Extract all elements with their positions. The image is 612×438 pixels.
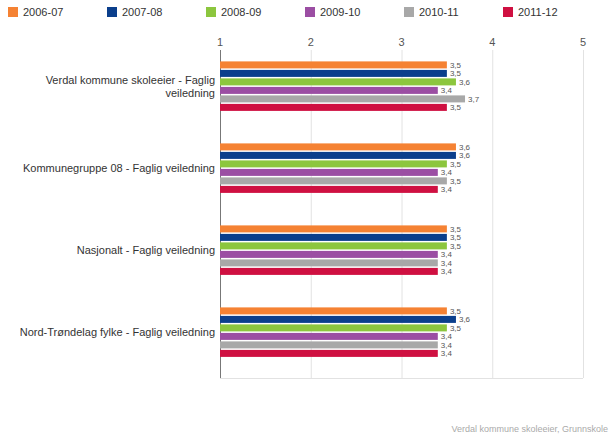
legend-label: 2007-08 bbox=[122, 6, 162, 18]
bar bbox=[220, 234, 447, 241]
bar bbox=[220, 186, 438, 193]
bar bbox=[220, 61, 447, 68]
tick-label: 3 bbox=[398, 36, 404, 48]
bars bbox=[220, 61, 465, 357]
grid-line bbox=[583, 50, 584, 378]
grid-line bbox=[492, 50, 493, 378]
bar bbox=[220, 70, 447, 77]
bar bbox=[220, 350, 438, 357]
category-label: Kommunegruppe 08 - Faglig veiledning bbox=[15, 162, 215, 175]
tick-label: 5 bbox=[580, 36, 586, 48]
legend-item: 2009-10 bbox=[305, 6, 360, 18]
annotation: Verdal kommune skoleeier, Grunnskole bbox=[451, 424, 608, 434]
legend-swatch bbox=[404, 7, 414, 17]
legend-swatch bbox=[206, 7, 216, 17]
bar bbox=[220, 104, 447, 111]
legend-label: 2011-12 bbox=[518, 6, 558, 18]
bar bbox=[220, 169, 438, 176]
data-label: 3,6 bbox=[459, 78, 471, 87]
tick-label: 2 bbox=[308, 36, 314, 48]
chart-svg: 2006-07 2007-08 2008-09 2009-10 2010-11 2011-… bbox=[0, 0, 612, 438]
legend-label: 2008-09 bbox=[221, 6, 261, 18]
data-label: 3,5 bbox=[450, 103, 462, 112]
bar bbox=[220, 225, 447, 232]
bar bbox=[220, 268, 438, 275]
bar bbox=[220, 251, 438, 258]
bar bbox=[220, 160, 447, 167]
bar bbox=[220, 87, 438, 94]
legend-item: 2007-08 bbox=[107, 6, 162, 18]
data-label: 3,4 bbox=[441, 86, 453, 95]
legend-label: 2006-07 bbox=[23, 6, 63, 18]
data-label: 3,4 bbox=[441, 185, 453, 194]
legend-swatch bbox=[107, 7, 117, 17]
bar bbox=[220, 307, 447, 314]
chart-root: 2006-07 2007-08 2008-09 2009-10 2010-11 2011-… bbox=[0, 0, 612, 438]
bar bbox=[220, 242, 447, 249]
legend-item: 2010-11 bbox=[404, 6, 459, 18]
legend-label: 2009-10 bbox=[320, 6, 360, 18]
data-label: 3,4 bbox=[441, 267, 453, 276]
bar bbox=[220, 333, 438, 340]
category-label: Nord-Trøndelag fylke - Faglig veiledning bbox=[15, 326, 215, 339]
legend-swatch bbox=[305, 7, 315, 17]
legend-label: 2010-11 bbox=[419, 6, 459, 18]
bar bbox=[220, 324, 447, 331]
bar bbox=[220, 143, 456, 150]
bar bbox=[220, 177, 447, 184]
bar bbox=[220, 95, 465, 102]
bar bbox=[220, 341, 438, 348]
tick-label: 1 bbox=[217, 36, 223, 48]
legend-item: 2008-09 bbox=[206, 6, 261, 18]
legend-swatch bbox=[503, 7, 513, 17]
legend-item: 2011-12 bbox=[503, 6, 558, 18]
tick-label: 4 bbox=[489, 36, 495, 48]
data-label: 3,4 bbox=[441, 349, 453, 358]
legend-swatch bbox=[8, 7, 18, 17]
category-label: Nasjonalt - Faglig veiledning bbox=[15, 244, 215, 257]
category-label: Verdal kommune skoleeier - Faglig veiled… bbox=[15, 74, 215, 100]
data-labels: 3,53,53,63,43,73,53,63,63,53,43,53,43,53… bbox=[441, 61, 480, 359]
bar bbox=[220, 152, 456, 159]
bar bbox=[220, 316, 456, 323]
axis-line bbox=[220, 378, 583, 379]
legend-item: 2006-07 bbox=[8, 6, 63, 18]
data-label: 3,7 bbox=[468, 95, 480, 104]
bar bbox=[220, 259, 438, 266]
bar bbox=[220, 78, 456, 85]
